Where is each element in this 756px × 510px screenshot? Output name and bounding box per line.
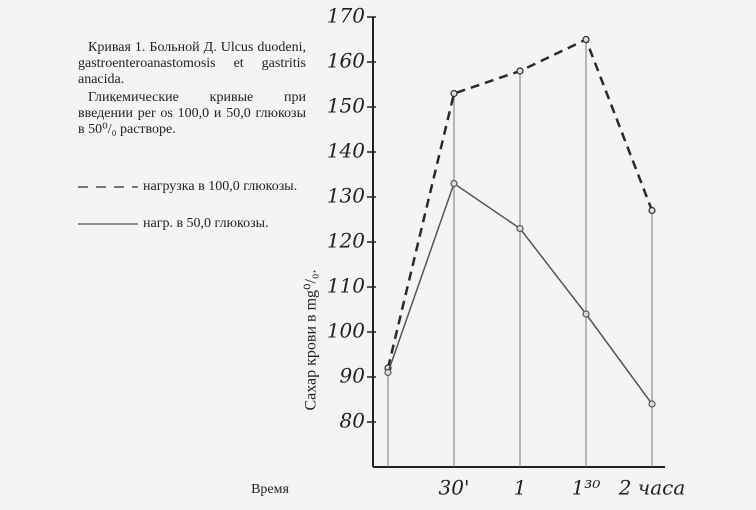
y-axis-label: Сахар крови в mg⁰/₀. [303, 270, 320, 411]
chart-subtitle: Гликемические кривые при введении per os… [78, 90, 306, 137]
point [516, 224, 524, 233]
point [648, 400, 656, 408]
y-tick-label: 150 [327, 94, 365, 118]
y-tick-label: 140 [327, 139, 365, 163]
point [450, 179, 458, 188]
y-tick-label: 80 [340, 409, 366, 433]
y-tick-label: 170 [327, 4, 365, 28]
point [582, 310, 590, 318]
legend-label: нагрузка в 100,0 глюкозы. [143, 179, 297, 194]
y-tick-label: 160 [327, 49, 365, 73]
y-tick-label: 90 [340, 364, 366, 388]
chart-title: Кривая 1. Больной Д. Ulcus duodeni, gast… [78, 40, 306, 87]
point [450, 89, 458, 98]
point [648, 206, 656, 215]
x-tick-label: 2 часа [618, 476, 686, 500]
x-tick-label: 30' [439, 476, 470, 500]
y-tick-label: 120 [327, 229, 365, 253]
x-axis-label: Время [251, 482, 289, 497]
x-tick-label: 1³⁰ [572, 476, 601, 500]
point [582, 35, 590, 44]
y-tick-label: 130 [327, 184, 365, 208]
x-tick-label: 1 [514, 476, 527, 500]
y-tick-label: 110 [327, 274, 365, 298]
y-tick-label: 100 [327, 319, 365, 343]
point [384, 368, 392, 377]
legend-label: нагр. в 50,0 глюкозы. [143, 216, 269, 231]
point [516, 67, 524, 75]
